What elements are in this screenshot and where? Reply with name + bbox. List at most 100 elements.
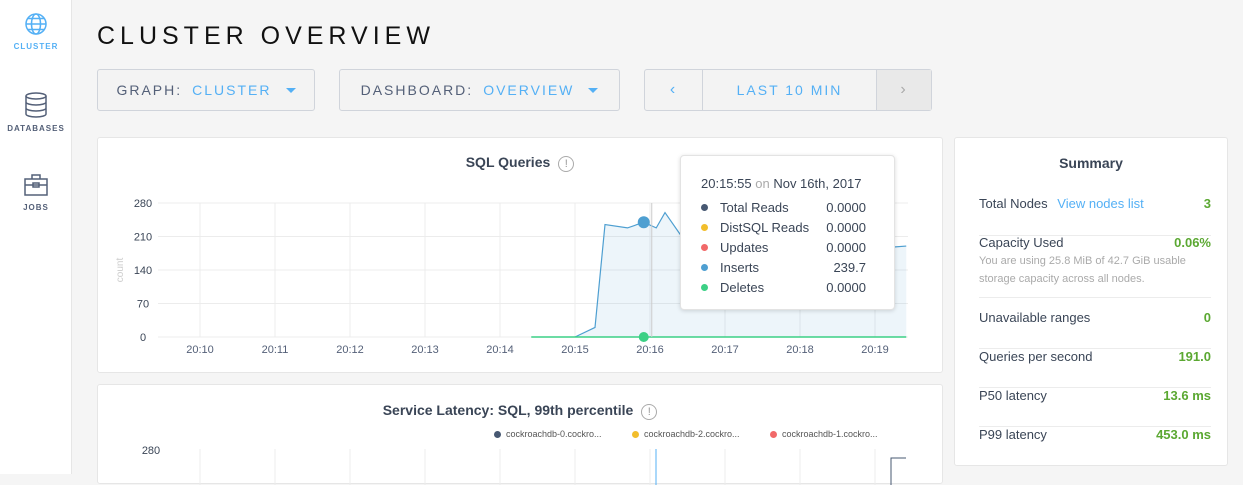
sidebar-item-label: DATABASES bbox=[7, 124, 65, 133]
tooltip-series-value: 0.0000 bbox=[826, 279, 866, 295]
x-tick-label: 20:19 bbox=[861, 344, 889, 356]
summary-row-value: 191.0 bbox=[1178, 349, 1211, 364]
legend-label: cockroachdb-1.cockro... bbox=[782, 429, 878, 439]
time-range-label[interactable]: LAST 10 MIN bbox=[736, 82, 843, 98]
tooltip-row: Total Reads 0.0000 bbox=[701, 197, 866, 217]
chevron-right-icon: › bbox=[900, 81, 908, 98]
tooltip-header: 20:15:55 on Nov 16th, 2017 bbox=[701, 176, 866, 191]
legend-label: cockroachdb-0.cockro... bbox=[506, 429, 602, 439]
legend-item: cockroachdb-0.cockro... bbox=[494, 429, 602, 439]
y-tick-label: 0 bbox=[140, 332, 146, 344]
database-icon bbox=[25, 92, 47, 118]
tooltip-date: Nov 16th, 2017 bbox=[773, 176, 862, 191]
summary-row: Unavailable ranges 0 bbox=[979, 310, 1211, 349]
tooltip-row: DistSQL Reads 0.0000 bbox=[701, 217, 866, 237]
tooltip-row: Inserts 239.7 bbox=[701, 257, 866, 277]
page-title: CLUSTER OVERVIEW bbox=[97, 22, 435, 50]
summary-row: P99 latency 453.0 ms bbox=[979, 427, 1211, 466]
view-nodes-link[interactable]: View nodes list bbox=[1057, 196, 1144, 211]
next-time-button[interactable]: › bbox=[876, 70, 931, 110]
summary-row-value: 0 bbox=[1203, 310, 1211, 325]
summary-row-value: 13.6 ms bbox=[1163, 388, 1211, 403]
summary-total-nodes: Total Nodes View nodes list 3 bbox=[979, 196, 1211, 236]
legend-dot-icon bbox=[632, 430, 639, 438]
y-tick-label: 140 bbox=[134, 265, 152, 277]
dashboard-label: DASHBOARD: bbox=[360, 82, 474, 98]
graph-selector[interactable]: GRAPH: CLUSTER bbox=[97, 69, 315, 111]
chart-title-text: Service Latency: SQL, 99th percentile bbox=[382, 402, 634, 418]
tooltip-row: Deletes 0.0000 bbox=[701, 277, 866, 297]
summary-title: Summary bbox=[1059, 155, 1123, 171]
graph-value: CLUSTER bbox=[192, 82, 272, 98]
legend-label: cockroachdb-2.cockro... bbox=[644, 429, 740, 439]
summary-capacity: Capacity Used 0.06% You are using 25.8 M… bbox=[979, 235, 1211, 298]
series-dot-icon bbox=[701, 283, 708, 291]
series-dot-icon bbox=[701, 243, 708, 251]
legend-item: cockroachdb-1.cockro... bbox=[770, 429, 878, 439]
summary-panel: Summary Total Nodes View nodes list 3 Ca… bbox=[954, 137, 1228, 466]
tooltip-series-value: 0.0000 bbox=[826, 219, 866, 235]
sidebar-item-cluster[interactable]: CLUSTER bbox=[0, 12, 72, 51]
sidebar-item-label: CLUSTER bbox=[13, 42, 59, 51]
caret-down-icon bbox=[285, 87, 296, 93]
y-tick-label: 70 bbox=[137, 299, 149, 311]
dashboard-value: OVERVIEW bbox=[483, 82, 575, 98]
summary-row-label: Unavailable ranges bbox=[979, 310, 1091, 325]
inserts-point bbox=[637, 216, 650, 229]
summary-row: Queries per second 191.0 bbox=[979, 349, 1211, 388]
chevron-left-icon: ‹ bbox=[669, 81, 678, 98]
info-icon[interactable]: ! bbox=[641, 404, 658, 420]
sidebar-item-jobs[interactable]: JOBS bbox=[0, 173, 72, 212]
total-nodes-value: 3 bbox=[1203, 196, 1211, 211]
capacity-note: You are using 25.8 MiB of 42.7 GiB usabl… bbox=[979, 255, 1186, 285]
tooltip-time: 20:15:55 bbox=[701, 176, 752, 191]
series-dot-icon bbox=[701, 263, 708, 271]
x-tick-label: 20:14 bbox=[486, 344, 514, 356]
globe-icon bbox=[25, 13, 47, 35]
x-tick-label: 20:18 bbox=[786, 344, 814, 356]
tooltip-series-name: DistSQL Reads bbox=[720, 219, 810, 235]
capacity-value: 0.06% bbox=[1174, 235, 1211, 250]
deletes-point bbox=[638, 332, 649, 342]
dashboard-selector[interactable]: DASHBOARD: OVERVIEW bbox=[339, 69, 620, 111]
tooltip-series-value: 0.0000 bbox=[826, 239, 866, 255]
x-tick-label: 20:16 bbox=[636, 344, 664, 356]
caret-down-icon bbox=[588, 87, 599, 93]
x-tick-label: 20:15 bbox=[561, 344, 589, 356]
chart-tooltip: 20:15:55 on Nov 16th, 2017 Total Reads 0.… bbox=[680, 155, 895, 310]
series-dot-icon bbox=[701, 203, 708, 211]
summary-row-value: 453.0 ms bbox=[1156, 427, 1211, 442]
summary-row-label: P99 latency bbox=[979, 427, 1047, 442]
summary-row: P50 latency 13.6 ms bbox=[979, 388, 1211, 427]
legend-item: cockroachdb-2.cockro... bbox=[632, 429, 740, 439]
y-tick-label: 280 bbox=[134, 198, 152, 210]
sidebar-item-databases[interactable]: DATABASES bbox=[0, 92, 72, 133]
tooltip-series-name: Deletes bbox=[720, 279, 765, 295]
latency-line bbox=[890, 457, 906, 485]
capacity-label: Capacity Used bbox=[979, 235, 1064, 250]
chart-title-text: SQL Queries bbox=[465, 154, 551, 170]
tooltip-row: Updates 0.0000 bbox=[701, 237, 866, 257]
x-tick-label: 20:13 bbox=[411, 344, 439, 356]
x-tick-label: 20:12 bbox=[336, 344, 364, 356]
summary-row-label: Queries per second bbox=[979, 349, 1093, 364]
x-tick-label: 20:10 bbox=[186, 344, 214, 356]
legend-dot-icon bbox=[494, 430, 501, 438]
legend-dot-icon bbox=[770, 430, 777, 438]
chart-title: Service Latency: SQL, 99th percentile! bbox=[98, 402, 942, 420]
total-nodes-label: Total Nodes bbox=[979, 196, 1048, 211]
briefcase-icon bbox=[24, 174, 48, 196]
graph-label: GRAPH: bbox=[116, 82, 183, 98]
prev-time-button[interactable]: ‹ bbox=[645, 70, 703, 110]
tooltip-series-name: Inserts bbox=[720, 259, 760, 275]
tooltip-on: on bbox=[755, 176, 770, 191]
sidebar: CLUSTER DATABASES JOBS bbox=[0, 0, 72, 474]
x-tick-label: 20:17 bbox=[711, 344, 739, 356]
y-tick-label: 210 bbox=[134, 232, 152, 244]
tooltip-series-name: Total Reads bbox=[720, 199, 789, 215]
tooltip-series-value: 239.7 bbox=[833, 259, 866, 275]
time-range-control: ‹ LAST 10 MIN › bbox=[644, 69, 932, 111]
y-axis-label: count bbox=[115, 258, 126, 283]
x-tick-label: 20:11 bbox=[262, 344, 289, 356]
info-icon[interactable]: ! bbox=[558, 156, 575, 172]
